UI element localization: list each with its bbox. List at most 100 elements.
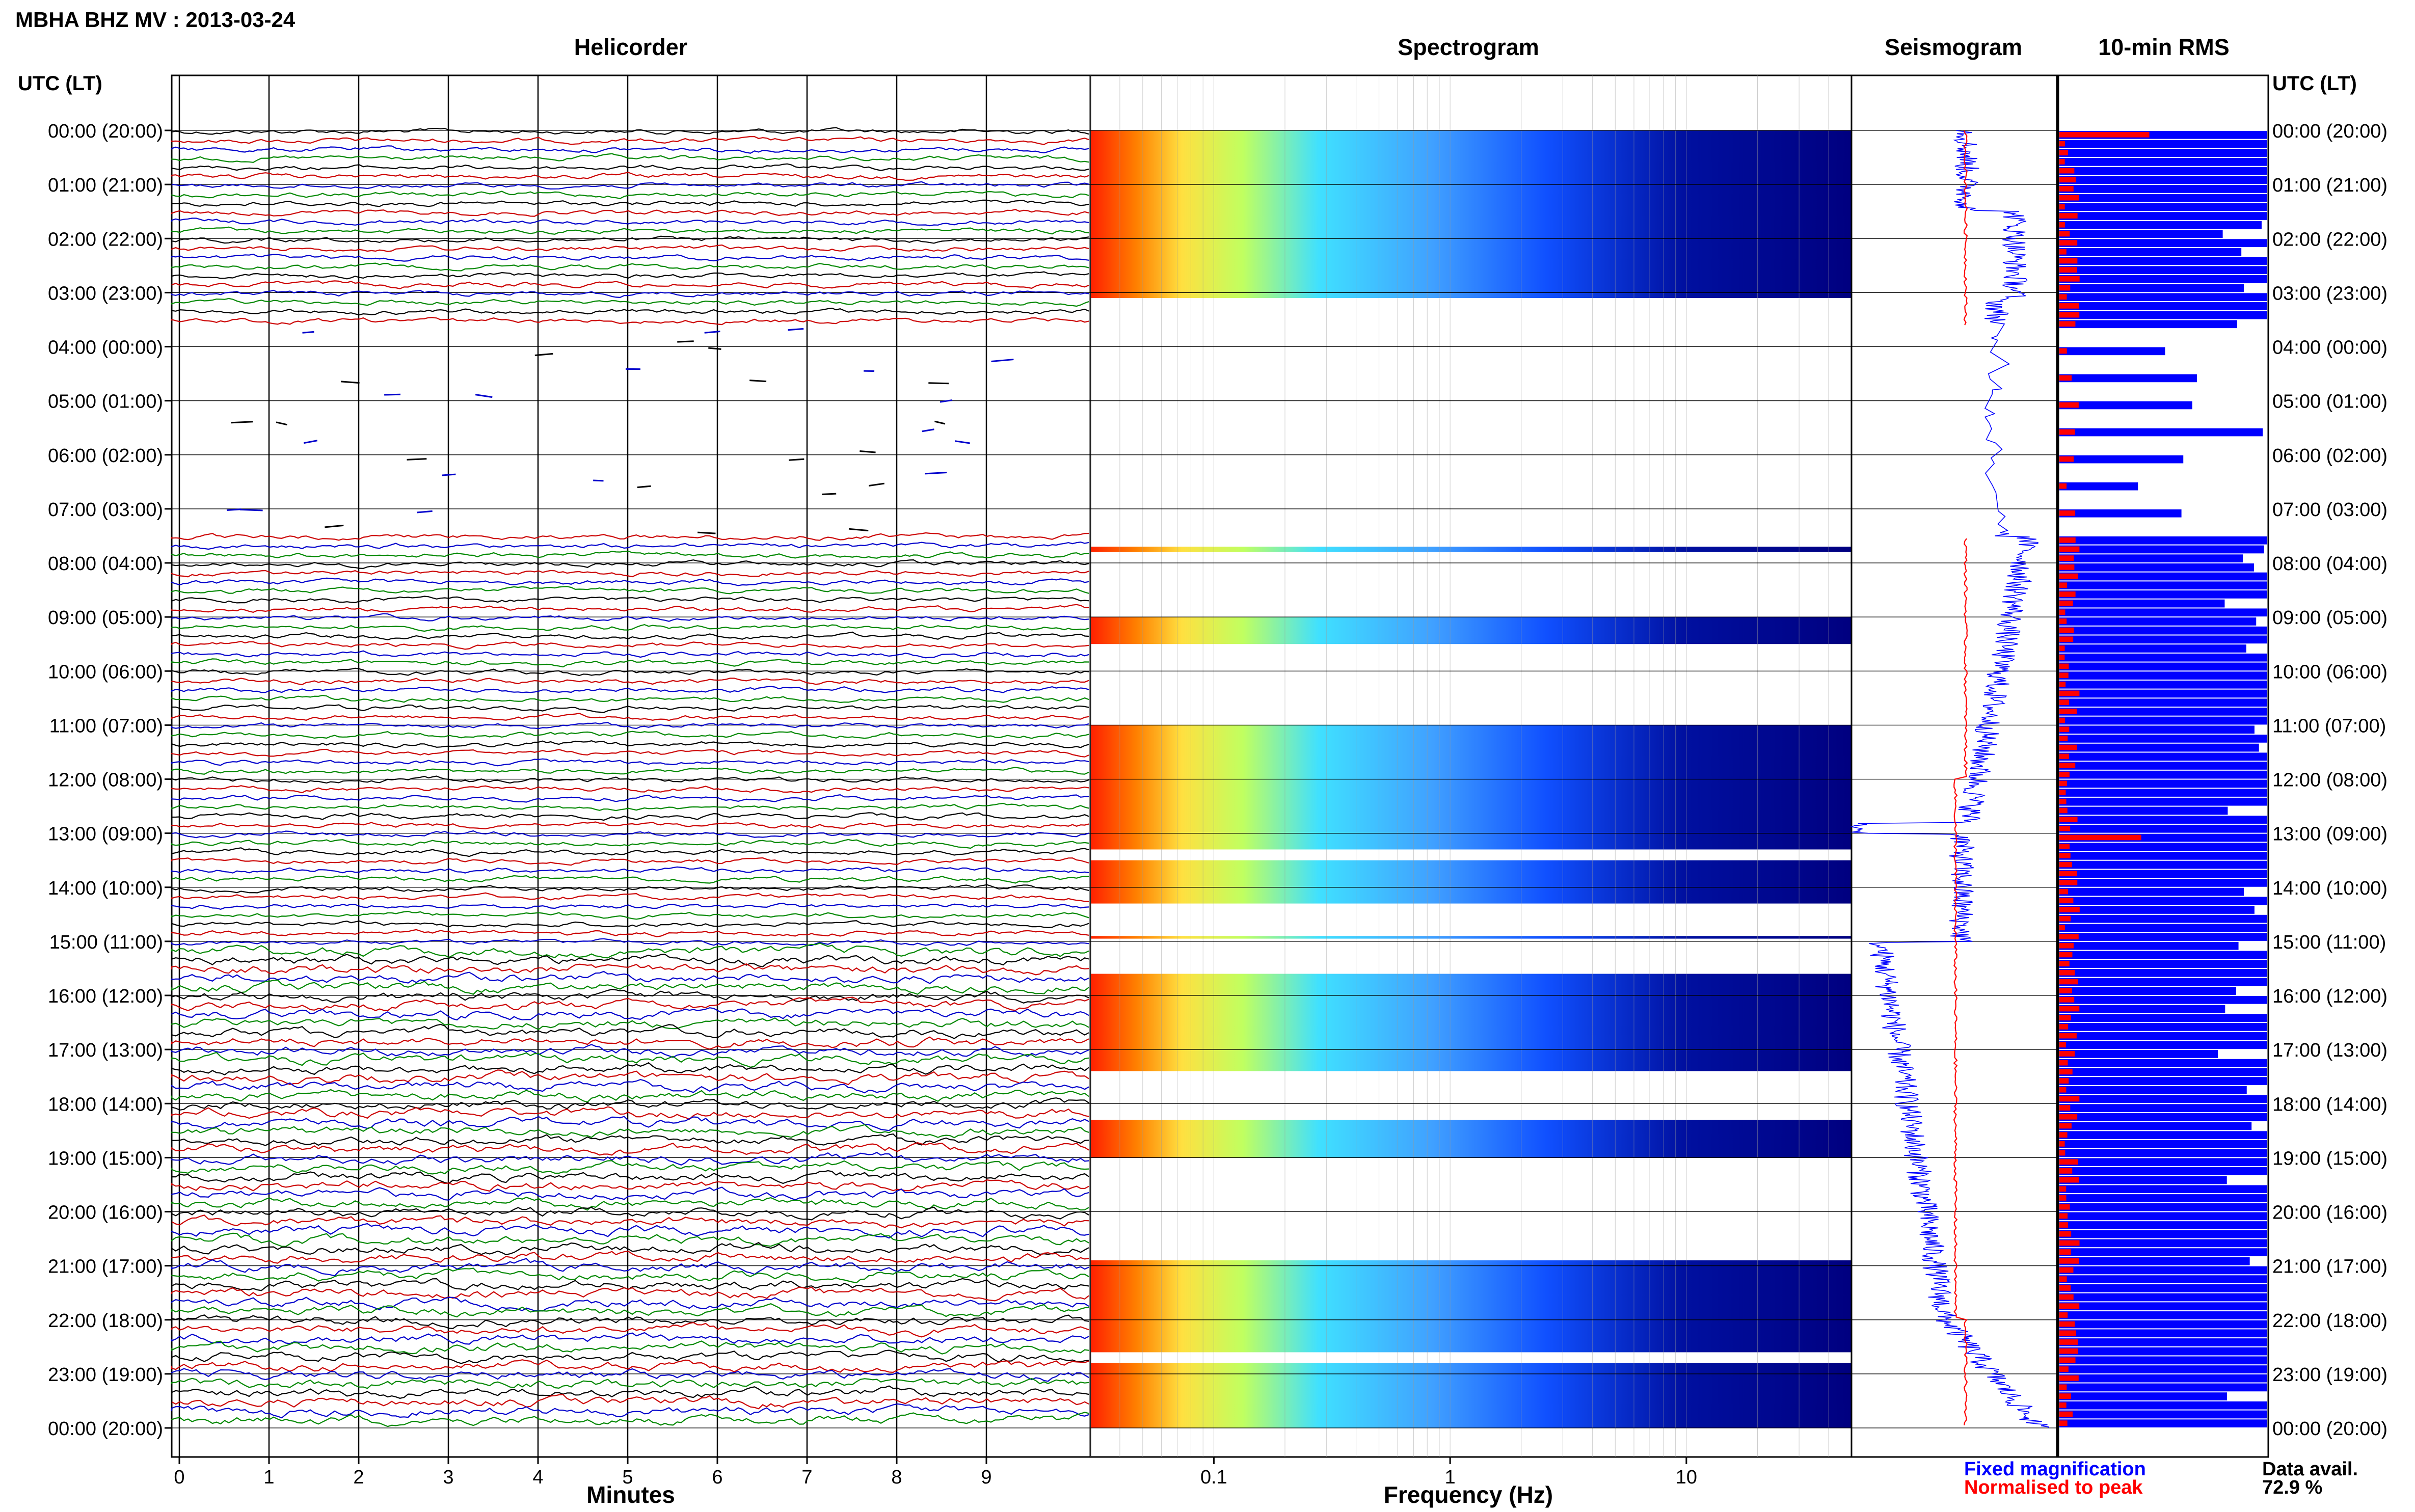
time-label-right: 05:00 (01:00) [2272, 391, 2387, 413]
rms-bar [2059, 311, 2267, 319]
rms-bar [2059, 573, 2267, 581]
helicorder-fragment [928, 383, 949, 384]
time-label-left: 11:00 (07:00) [49, 715, 163, 737]
rms-peak-bar [2059, 943, 2074, 949]
rms-bar [2059, 600, 2224, 608]
time-label-right: 00:00 (20:00) [2272, 1418, 2387, 1440]
rms-peak-bar [2059, 537, 2076, 543]
rms-bar [2059, 1023, 2267, 1031]
rms-peak-bar [2059, 1366, 2069, 1372]
rms-peak-bar [2059, 564, 2074, 570]
rms-peak-bar [2059, 664, 2069, 669]
rms-peak-bar [2059, 853, 2071, 858]
rms-peak-bar [2059, 1150, 2065, 1156]
rms-bar [2059, 1014, 2267, 1022]
rms-peak-bar [2059, 547, 2079, 552]
helicorder-fragment [749, 381, 766, 382]
rms-peak-bar [2059, 1375, 2079, 1381]
spectrogram-x-tick-label: 10 [1676, 1467, 1697, 1488]
rms-peak-bar [2059, 574, 2078, 579]
rms-peak-bar [2059, 925, 2065, 931]
rms-bar [2059, 239, 2267, 247]
time-label-left: 21:00 (17:00) [48, 1256, 163, 1278]
rms-bar [2059, 996, 2267, 1004]
time-label-left: 12:00 (08:00) [48, 770, 163, 791]
helicorder-fragment [227, 509, 241, 510]
helicorder-x-tick-label: 1 [263, 1467, 274, 1488]
rms-bar [2059, 969, 2267, 977]
rms-bar [2059, 1248, 2267, 1256]
rms-bar [2059, 266, 2267, 274]
rms-peak-bar [2059, 844, 2070, 849]
rms-bar [2059, 158, 2267, 166]
time-label-right: 19:00 (15:00) [2272, 1148, 2387, 1169]
rms-peak-bar [2059, 718, 2065, 723]
time-label-right: 01:00 (21:00) [2272, 175, 2387, 196]
rms-bar [2059, 455, 2183, 464]
rms-peak-bar [2059, 781, 2067, 787]
rms-bar [2059, 933, 2267, 941]
rms-peak-bar [2059, 375, 2072, 381]
time-label-right: 14:00 (10:00) [2272, 878, 2387, 899]
rms-peak-bar [2059, 204, 2065, 210]
time-label-right: 11:00 (07:00) [2272, 715, 2386, 737]
helicorder-fragment [231, 422, 253, 423]
time-label-right: 23:00 (19:00) [2272, 1364, 2387, 1386]
rms-bar [2059, 735, 2267, 743]
helicorder-x-tick-label: 2 [353, 1467, 364, 1488]
rms-peak-bar [2059, 222, 2065, 228]
rms-bar [2059, 627, 2267, 635]
rms-bar [2059, 1050, 2218, 1058]
rms-panel [2058, 75, 2268, 1457]
time-label-left: 05:00 (01:00) [48, 391, 163, 413]
rms-bar [2059, 870, 2267, 878]
rms-bar [2059, 1401, 2267, 1410]
rms-bar [2059, 1176, 2227, 1184]
rms-peak-bar [2059, 1267, 2073, 1273]
rms-peak-bar [2059, 483, 2067, 489]
rms-peak-bar [2059, 1303, 2079, 1309]
rms-peak-bar [2059, 321, 2075, 327]
rms-peak-bar [2059, 753, 2069, 759]
helicorder-x-tick-label: 6 [712, 1467, 722, 1488]
rms-peak-bar [2059, 1258, 2079, 1264]
rms-peak-bar [2059, 898, 2073, 903]
rms-peak-bar [2059, 790, 2065, 795]
spectrogram-x-tick-label: 0.1 [1200, 1467, 1227, 1488]
time-label-right: 16:00 (12:00) [2272, 986, 2387, 1007]
rms-bar [2059, 717, 2267, 725]
rms-bar [2059, 1329, 2267, 1337]
rms-peak-bar [2059, 1096, 2079, 1102]
rms-bar [2059, 1284, 2267, 1292]
spectrogram-block [1091, 725, 1851, 849]
rms-bar [2059, 1357, 2267, 1365]
rms-bar [2059, 725, 2255, 734]
seismogram-panel [1852, 75, 2057, 1457]
rms-peak-bar [2059, 240, 2077, 246]
rms-peak-bar [2059, 1078, 2069, 1084]
rms-bar [2059, 671, 2267, 680]
rms-bar [2059, 320, 2237, 328]
rms-peak-bar [2059, 1240, 2080, 1246]
time-label-right: 22:00 (18:00) [2272, 1310, 2387, 1332]
helicorder-fragment [789, 459, 804, 460]
rms-peak-bar [2059, 267, 2077, 273]
rms-bar [2059, 879, 2267, 887]
rms-bar [2059, 581, 2267, 589]
rms-peak-bar [2059, 835, 2141, 841]
rms-bar [2059, 509, 2182, 518]
rms-bar [2059, 708, 2267, 716]
rms-peak-bar [2059, 1186, 2066, 1192]
helicorder-fragment [303, 332, 314, 333]
rms-peak-bar [2059, 1168, 2072, 1174]
time-label-right: 00:00 (20:00) [2272, 121, 2387, 142]
rms-peak-bar [2059, 655, 2064, 660]
rms-bar [2059, 1221, 2267, 1229]
rms-bar [2059, 1140, 2267, 1148]
rms-peak-bar [2059, 1285, 2071, 1291]
time-label-left: 22:00 (18:00) [48, 1310, 163, 1332]
rms-bar [2059, 1104, 2267, 1112]
time-label-right: 02:00 (22:00) [2272, 229, 2387, 250]
